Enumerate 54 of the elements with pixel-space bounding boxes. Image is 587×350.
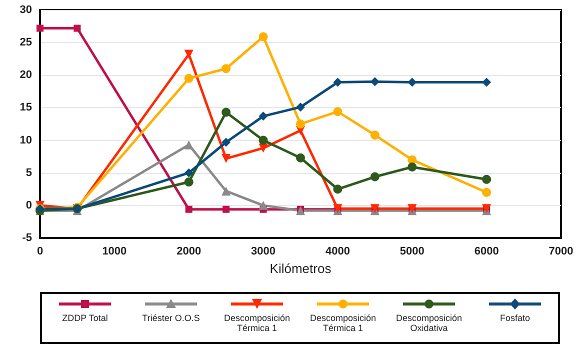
- x-tick-label: 2000: [176, 246, 202, 258]
- legend-label: Descomposición Térmica 1: [222, 313, 292, 333]
- y-tick-label: 20: [20, 69, 32, 82]
- point: [36, 24, 44, 32]
- legend-label: Triéster O.O.S: [142, 313, 200, 323]
- point: [184, 74, 194, 83]
- x-tick-label: 4000: [325, 246, 350, 258]
- point: [222, 64, 231, 74]
- point: [222, 186, 231, 196]
- y-tick-label: -5: [22, 232, 32, 244]
- point: [333, 184, 342, 194]
- point: [370, 172, 380, 182]
- point: [258, 32, 268, 42]
- point: [184, 50, 194, 59]
- x-tick-label: 1000: [102, 246, 127, 258]
- point: [296, 153, 305, 162]
- point: [408, 162, 417, 172]
- point: [184, 168, 194, 178]
- point: [184, 140, 194, 150]
- point: [333, 107, 342, 116]
- legend-label: Fosfato: [500, 313, 530, 323]
- point: [296, 102, 305, 112]
- x-tick-label: 7000: [548, 246, 574, 258]
- legend-label: Descomposición Oxidativa: [394, 313, 464, 333]
- point: [482, 78, 492, 87]
- x-tick-label: 5000: [400, 246, 424, 258]
- y-tick-label: 0: [26, 199, 32, 212]
- x-tick-label: 6000: [474, 246, 499, 258]
- point: [222, 154, 231, 164]
- point: [185, 206, 192, 213]
- point: [296, 206, 305, 216]
- point: [333, 78, 342, 87]
- y-tick-label: 25: [20, 36, 32, 49]
- point: [222, 206, 230, 213]
- y-tick-label: 5: [26, 166, 32, 179]
- point: [482, 174, 492, 184]
- legend-label: Descomposición Térmica 1: [308, 313, 378, 333]
- x-tick-label: 3000: [251, 246, 276, 258]
- point: [258, 136, 268, 145]
- y-tick-label: 10: [20, 134, 32, 146]
- point: [296, 120, 305, 128]
- x-axis-title: Kilómetros: [270, 261, 332, 276]
- point: [74, 24, 81, 32]
- x-tick-label: 0: [36, 246, 44, 258]
- point: [222, 138, 231, 147]
- point: [184, 177, 194, 186]
- legend-label: ZDDP Total: [62, 313, 108, 323]
- y-tick-label: 15: [20, 102, 32, 114]
- y-tick-label: 30: [20, 4, 32, 16]
- point: [258, 112, 268, 121]
- point: [482, 188, 492, 197]
- point: [222, 108, 231, 117]
- point: [258, 200, 268, 210]
- point: [370, 130, 380, 140]
